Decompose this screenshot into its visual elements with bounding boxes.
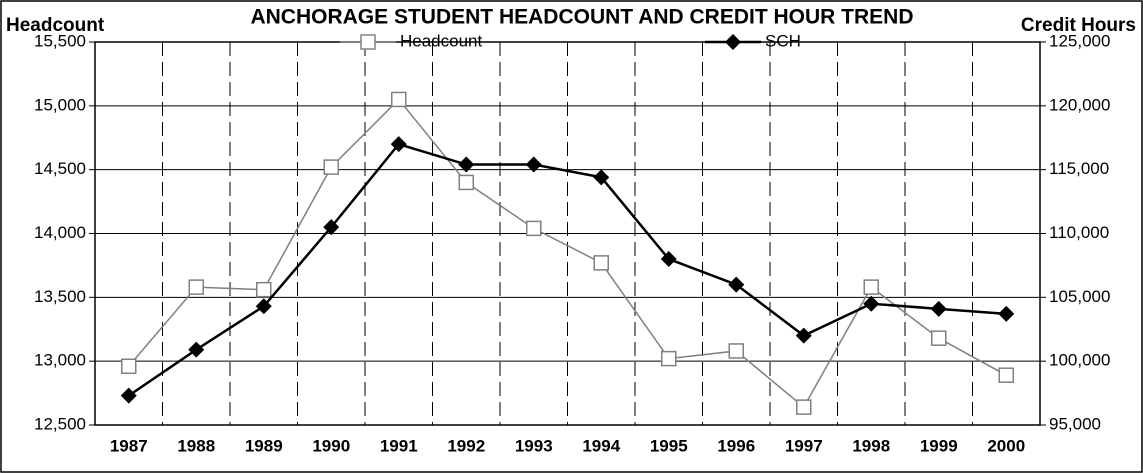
series-line [128,98,1007,409]
marker [930,300,947,317]
y2-tick-label: 105,000 [1049,287,1110,306]
series-line [128,142,1007,397]
x-tick-label: 1989 [245,436,283,455]
marker [998,367,1014,383]
chart-title: ANCHORAGE STUDENT HEADCOUNT AND CREDIT H… [250,6,913,29]
marker [255,298,272,315]
legend-marker [725,34,741,50]
x-tick-label: 1992 [447,436,485,455]
y2-tick-label: 115,000 [1049,159,1109,178]
marker [391,91,407,108]
marker [728,276,745,293]
y2-tick-label: 100,000 [1049,351,1110,370]
x-tick-label: 1994 [582,436,620,455]
marker [323,159,339,175]
y-tick-label: 12,500 [34,414,86,433]
y2-tick-label: 120,000 [1049,95,1110,114]
y-axis-title: Headcount [6,15,105,36]
x-tick-label: 1991 [380,436,418,455]
legend-marker [360,34,376,50]
marker [120,387,137,404]
x-tick-label: 1996 [717,436,755,455]
marker [931,330,947,346]
x-tick-label: 1988 [177,436,215,455]
marker [863,295,880,312]
marker [863,279,879,295]
x-tick-label: 1993 [515,436,553,455]
marker [593,169,610,186]
legend-label: Headcount [400,31,483,50]
x-tick-label: 1999 [920,436,958,455]
marker [121,358,137,375]
marker [661,350,677,367]
y2-tick-label: 95,000 [1049,414,1101,433]
x-tick-label: 1998 [852,436,890,455]
y2-tick-label: 125,000 [1049,31,1110,50]
x-tick-label: 1990 [312,436,350,455]
marker [593,255,609,271]
marker [660,251,677,268]
x-tick-label: 1995 [650,436,688,455]
y2-tick-label: 110,000 [1049,223,1109,242]
y-tick-label: 13,500 [34,287,86,306]
marker [796,399,812,415]
marker [795,327,812,344]
y-tick-label: 14,500 [34,159,86,178]
marker [458,156,475,173]
x-tick-label: 2000 [987,436,1025,455]
y-tick-label: 15,000 [34,95,86,114]
y2-axis-title: Credit Hours [1021,15,1136,36]
marker [323,219,340,236]
marker [390,136,407,153]
marker [256,281,272,298]
marker [728,343,744,359]
plot-area [94,41,1041,426]
y-tick-label: 13,000 [34,351,86,370]
marker [525,156,542,173]
x-tick-label: 1987 [110,436,148,455]
marker [188,279,204,295]
marker [188,341,205,358]
y-tick-label: 14,000 [34,223,86,242]
marker [458,174,474,191]
x-tick-label: 1997 [785,436,823,455]
marker [526,220,542,237]
legend-label: SCH [765,31,801,50]
y-tick-label: 15,500 [34,31,86,50]
marker [998,305,1015,322]
